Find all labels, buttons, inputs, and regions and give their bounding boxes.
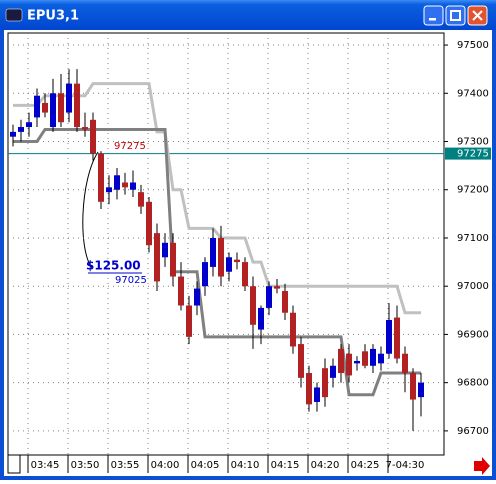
candle-body <box>18 127 24 132</box>
candle-body <box>218 237 224 277</box>
minimize-button[interactable] <box>423 5 444 26</box>
y-tick-label: 97500 <box>457 40 489 51</box>
candle-body <box>346 353 352 376</box>
candle-body <box>178 276 184 306</box>
candle-body <box>234 259 240 263</box>
title-bar <box>0 0 496 30</box>
candle-body <box>50 93 56 128</box>
candle-body <box>370 348 376 366</box>
candle-body <box>202 262 208 287</box>
candle-body <box>34 95 40 118</box>
candle-body <box>26 122 32 128</box>
candle-body <box>194 288 200 306</box>
candle-body <box>66 83 72 113</box>
app-icon <box>5 8 23 22</box>
candle-body <box>130 182 136 190</box>
candle-body <box>362 351 368 366</box>
annotation: 97275 <box>114 141 146 152</box>
candle-body <box>258 307 264 330</box>
scroll-box[interactable] <box>7 454 21 474</box>
candle-body <box>154 233 160 282</box>
x-tick-label: 7-04:30 <box>386 460 425 471</box>
candle-body <box>10 131 16 137</box>
candle-body <box>266 286 272 308</box>
x-tick-label: 04:00 <box>151 460 180 471</box>
candle-body <box>114 175 120 190</box>
candle-body <box>138 192 144 207</box>
candle-body <box>122 182 128 188</box>
candle-body <box>210 237 216 267</box>
y-tick-label: 97000 <box>457 281 489 292</box>
level-label-box <box>445 147 491 160</box>
candle-body <box>378 353 384 364</box>
candle-body <box>106 187 112 193</box>
y-tick-label: 97400 <box>457 88 489 99</box>
candle-body <box>226 257 232 272</box>
candle-body <box>314 387 320 402</box>
candle-body <box>402 353 408 374</box>
candle-body <box>74 83 80 128</box>
candle-body <box>186 305 192 337</box>
candle-body <box>394 317 400 359</box>
candle-body <box>162 242 168 258</box>
level-label: 97275 <box>457 149 489 160</box>
candle-body <box>354 360 360 364</box>
y-tick-label: 96800 <box>457 378 489 389</box>
x-tick-label: 04:15 <box>271 460 300 471</box>
candle-body <box>322 368 328 398</box>
candle-body <box>338 348 344 374</box>
x-tick-label: 04:05 <box>191 460 220 471</box>
close-button[interactable] <box>467 5 488 26</box>
candle-body <box>146 201 152 246</box>
candle-body <box>98 153 104 202</box>
candle-body <box>90 119 96 154</box>
y-tick-label: 97100 <box>457 233 489 244</box>
x-tick-label: 03:45 <box>31 460 60 471</box>
candle-body <box>282 291 288 313</box>
y-tick-label: 96900 <box>457 329 489 340</box>
candle-body <box>42 102 48 113</box>
x-tick-label: 04:25 <box>351 460 380 471</box>
candle-body <box>58 93 64 123</box>
candle-body <box>330 365 336 378</box>
average-line <box>13 82 421 315</box>
candle-body <box>290 312 296 347</box>
candle-body <box>298 344 304 378</box>
annotation: $125.00 <box>86 259 141 273</box>
candle-body <box>82 127 88 130</box>
scroll-arrow[interactable] <box>474 457 490 475</box>
average-line <box>13 127 421 397</box>
candle-body <box>242 262 248 287</box>
x-tick-label: 04:10 <box>231 460 260 471</box>
candle-body <box>250 286 256 325</box>
candle-body <box>170 242 176 277</box>
candle-body <box>386 319 392 354</box>
measure-arc <box>82 151 99 269</box>
x-tick-label: 03:55 <box>111 460 140 471</box>
y-tick-label: 97300 <box>457 137 489 148</box>
annotation: 97025 <box>115 275 147 286</box>
y-tick-label: 97200 <box>457 185 489 196</box>
x-tick-label: 03:50 <box>71 460 100 471</box>
candle-body <box>274 286 280 289</box>
candle-body <box>306 373 312 405</box>
candle-body <box>418 382 424 398</box>
plot-area <box>7 32 445 456</box>
window-title: EPU3,1 <box>27 9 79 24</box>
x-tick-label: 04:20 <box>311 460 340 471</box>
candle-body <box>410 373 416 400</box>
maximize-button[interactable] <box>445 5 466 26</box>
y-tick-label: 96700 <box>457 426 489 437</box>
